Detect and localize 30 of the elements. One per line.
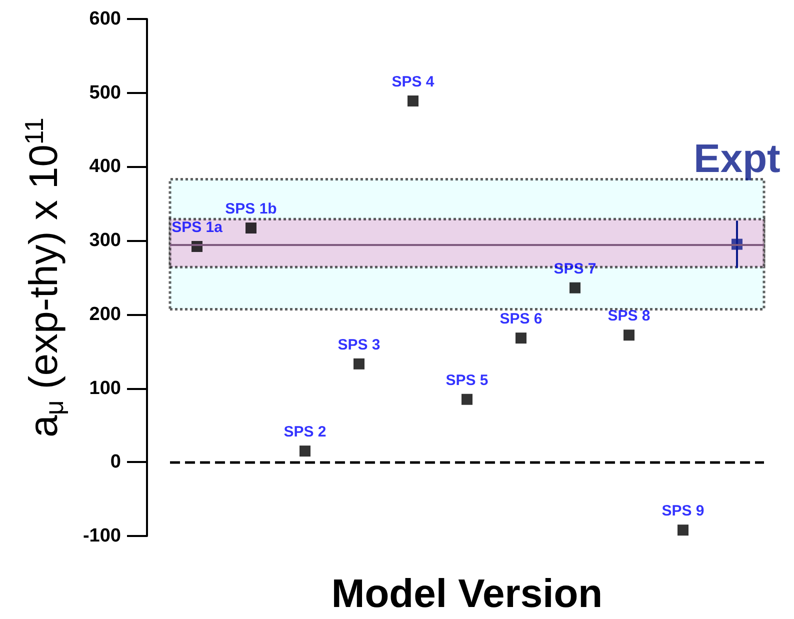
series-label: SPS 7 [554, 260, 596, 278]
point [354, 358, 364, 370]
y-tick-label: 500 [89, 82, 121, 104]
y-tick-label: 600 [89, 8, 121, 30]
y-axis-title: aμ (exp-thy) x 1011 [19, 118, 69, 438]
point [408, 95, 418, 106]
y-tick-label: 200 [89, 304, 121, 325]
point [246, 222, 256, 234]
series-label: Expt [694, 136, 780, 181]
series-label: SPS 9 [662, 502, 704, 520]
series-label: SPS 4 [392, 73, 435, 90]
y-tick-label: 0 [110, 452, 121, 473]
point [516, 332, 526, 344]
series-label: SPS 5 [446, 372, 488, 389]
x-axis-title: Model Version [331, 572, 603, 616]
y-tick-label: 100 [89, 378, 121, 399]
point [678, 524, 688, 536]
point [570, 282, 580, 294]
y-tick-label: 400 [89, 156, 121, 178]
series-label: SPS 1a [172, 218, 224, 236]
point [300, 446, 310, 457]
series-label: SPS 2 [284, 424, 326, 441]
y-tick-label: 300 [89, 230, 121, 252]
series-label: SPS 6 [500, 310, 542, 328]
series-label: SPS 1b [225, 200, 277, 218]
point [462, 394, 472, 405]
series-label: SPS 3 [338, 336, 380, 354]
series-label: SPS 8 [608, 308, 650, 325]
point [624, 330, 634, 341]
y-tick-label: -100 [82, 526, 121, 546]
